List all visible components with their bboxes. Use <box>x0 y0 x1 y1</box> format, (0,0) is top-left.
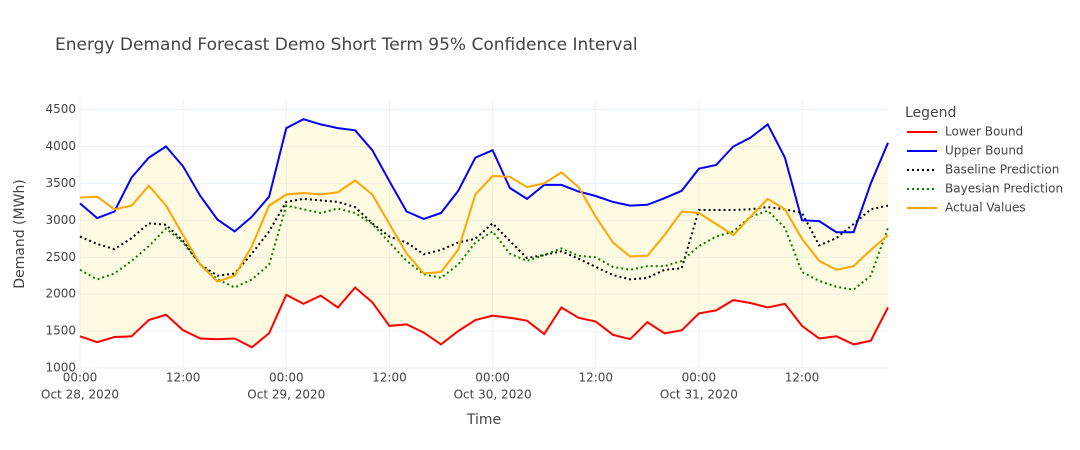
x-tick-label: 00:00 <box>63 371 98 385</box>
series-line <box>79 197 889 281</box>
legend-label: Baseline Prediction <box>945 163 1059 177</box>
legend-title: Legend <box>905 105 956 121</box>
y-tick-label: 1500 <box>45 324 76 338</box>
y-tick-label: 1000 <box>45 361 76 375</box>
grid <box>79 100 888 369</box>
x-tick-label: 12:00 <box>166 371 201 385</box>
y-tick-label: 4500 <box>45 102 76 116</box>
legend-label: Lower Bound <box>945 125 1023 139</box>
y-tick-label: 2000 <box>45 287 76 301</box>
x-axis-title: Time <box>466 412 501 428</box>
x-tick-date: Oct 30, 2020 <box>454 388 532 402</box>
x-tick-label: 12:00 <box>372 371 407 385</box>
series-line <box>79 204 889 291</box>
x-tick-date: Oct 28, 2020 <box>41 388 119 402</box>
legend-label: Bayesian Prediction <box>945 182 1063 196</box>
x-tick-label: 00:00 <box>475 371 510 385</box>
chart-title: Energy Demand Forecast Demo Short Term 9… <box>55 35 638 55</box>
x-tick-date: Oct 31, 2020 <box>660 388 738 402</box>
x-tick-label: 12:00 <box>785 371 820 385</box>
y-axis-title: Demand (MWh) <box>12 179 28 289</box>
legend-label: Actual Values <box>945 201 1026 215</box>
legend-label: Upper Bound <box>945 144 1024 158</box>
x-tick-date: Oct 29, 2020 <box>247 388 325 402</box>
y-tick-label: 2500 <box>45 250 76 264</box>
y-tick-label: 3000 <box>45 213 76 227</box>
x-tick-label: 00:00 <box>269 371 304 385</box>
confidence-band <box>80 119 888 348</box>
x-tick-label: 00:00 <box>682 371 717 385</box>
y-tick-label: 3500 <box>45 176 76 190</box>
series-line <box>79 171 889 283</box>
series-line <box>79 286 889 349</box>
series-line <box>79 118 889 234</box>
x-tick-label: 12:00 <box>578 371 613 385</box>
y-tick-label: 4000 <box>45 139 76 153</box>
